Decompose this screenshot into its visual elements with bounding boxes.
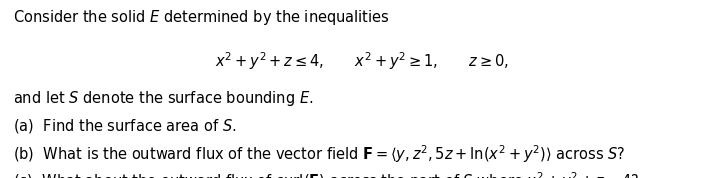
Text: and let $S$ denote the surface bounding $E$.: and let $S$ denote the surface bounding …: [13, 89, 313, 108]
Text: (b)  What is the outward flux of the vector field $\mathbf{F} = \langle y, z^2, : (b) What is the outward flux of the vect…: [13, 143, 626, 165]
Text: (a)  Find the surface area of $S$.: (a) Find the surface area of $S$.: [13, 117, 237, 135]
Text: (c)  What about the outward flux of curl$(\mathbf{F})$ across the part of $S$ wh: (c) What about the outward flux of curl$…: [13, 171, 639, 178]
Text: Consider the solid $E$ determined by the inequalities: Consider the solid $E$ determined by the…: [13, 8, 390, 27]
Text: $x^2 + y^2 + z \leq 4, \qquad x^2 + y^2 \geq 1, \qquad z \geq 0,$: $x^2 + y^2 + z \leq 4, \qquad x^2 + y^2 …: [215, 50, 509, 72]
